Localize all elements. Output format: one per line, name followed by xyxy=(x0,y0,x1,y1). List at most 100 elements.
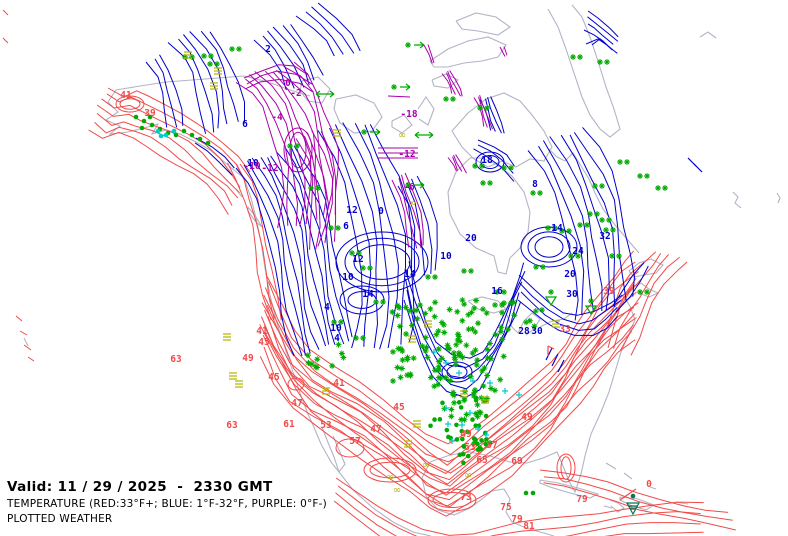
contour-label: 14 xyxy=(362,289,374,300)
snow-icon xyxy=(455,333,462,340)
ice-plus-icon xyxy=(516,392,522,398)
snow-icon xyxy=(478,394,485,401)
snow-icon xyxy=(391,84,397,90)
contour-label: 30 xyxy=(531,326,543,337)
rain-dot-icon xyxy=(432,417,437,422)
snow-icon xyxy=(577,222,583,228)
smoke-icon: ∞ xyxy=(422,460,430,471)
snow-icon xyxy=(470,392,477,399)
snow-icon xyxy=(414,315,421,322)
contour-label: 10 xyxy=(330,323,342,334)
rain-dot-icon xyxy=(487,440,493,445)
snow-icon xyxy=(552,225,558,231)
rain-dot-icon xyxy=(158,133,164,139)
contour-label: -2 xyxy=(290,88,301,99)
snow-icon xyxy=(508,300,514,306)
snow-icon xyxy=(545,225,551,231)
snow-icon xyxy=(468,309,475,316)
contour-label: 61 xyxy=(283,419,295,430)
snow-icon xyxy=(422,348,429,355)
snow-icon xyxy=(356,250,362,256)
snow-icon xyxy=(484,354,491,361)
snow-icon xyxy=(308,361,315,368)
rain-dot-icon xyxy=(465,453,471,459)
snow-icon xyxy=(451,356,458,363)
contour-label: 63 xyxy=(226,420,238,431)
snow-icon xyxy=(599,217,605,223)
ice-plus-icon xyxy=(445,421,451,427)
blowing-snow-icon xyxy=(414,181,425,189)
snow-icon xyxy=(451,399,458,406)
contour-label: 16 xyxy=(491,286,503,297)
snow-icon xyxy=(367,265,373,271)
haze-icon xyxy=(413,420,421,428)
snow-icon xyxy=(402,304,409,311)
contour-label: 10 xyxy=(342,272,354,283)
contour-label: 53 xyxy=(464,442,476,453)
snow-icon xyxy=(510,299,517,306)
smoke-icon: ∞ xyxy=(398,130,406,141)
snow-icon xyxy=(508,165,514,171)
contour-label: 49 xyxy=(460,429,472,440)
snow-icon xyxy=(592,183,598,189)
ice-plus-icon xyxy=(449,438,455,444)
snow-icon xyxy=(207,61,213,67)
snow-icon xyxy=(472,347,479,354)
snow-icon xyxy=(189,54,195,60)
haze-icon xyxy=(184,51,192,59)
contour-label: -18 xyxy=(400,109,417,120)
snow-icon xyxy=(499,336,506,343)
snow-icon xyxy=(431,383,438,390)
map-footer: Valid: 11 / 29 / 2025 - 2330 GMT TEMPERA… xyxy=(7,479,327,525)
snow-icon xyxy=(424,354,431,361)
snow-icon xyxy=(644,289,650,295)
snow-icon xyxy=(331,319,337,325)
ice-plus-icon xyxy=(467,410,473,416)
snow-icon xyxy=(405,182,411,188)
smoke-icon: ∞ xyxy=(386,472,394,483)
drift-arrow-icon xyxy=(315,90,335,98)
arctic-isotherms xyxy=(235,44,508,250)
snow-icon xyxy=(335,225,341,231)
rain-dot-icon xyxy=(470,417,475,422)
snow-icon xyxy=(617,159,623,165)
snow-icon xyxy=(360,335,366,341)
haze-icon xyxy=(333,129,341,137)
snow-icon xyxy=(644,173,650,179)
haze-icon xyxy=(460,390,468,398)
haze-icon xyxy=(214,67,222,75)
snow-icon xyxy=(474,401,481,408)
snow-icon xyxy=(568,253,574,259)
snow-icon xyxy=(465,326,472,333)
rain-dot-icon xyxy=(457,452,463,458)
snow-icon xyxy=(208,53,214,59)
ice-plus-icon xyxy=(443,405,449,411)
rain-dot-icon xyxy=(471,441,476,446)
rain-dot-icon xyxy=(461,451,466,457)
contour-label: 41 xyxy=(120,90,132,101)
snow-icon xyxy=(484,105,490,111)
snow-icon xyxy=(435,328,442,335)
smoke-icon: ∞ xyxy=(408,198,416,209)
snow-icon xyxy=(523,319,530,326)
snow-icon xyxy=(463,342,470,349)
snow-icon xyxy=(484,372,491,379)
snow-icon xyxy=(304,352,311,359)
snow-icon xyxy=(449,391,456,398)
haze-icon xyxy=(235,380,243,388)
contour-label: 18 xyxy=(481,155,493,166)
snow-icon xyxy=(603,227,609,233)
snow-icon xyxy=(408,322,415,329)
drift-arrow-icon xyxy=(414,131,434,139)
snow-icon xyxy=(422,334,429,341)
ice-plus-icon xyxy=(475,426,481,432)
contour-label: 20 xyxy=(465,233,477,244)
haze-icon xyxy=(322,387,330,395)
contour-label: 45 xyxy=(268,372,280,383)
snow-icon xyxy=(433,331,440,338)
snow-icon xyxy=(501,165,507,171)
snow-icon xyxy=(662,185,668,191)
snow-icon xyxy=(395,345,402,352)
snow-shower-icon xyxy=(544,296,558,307)
